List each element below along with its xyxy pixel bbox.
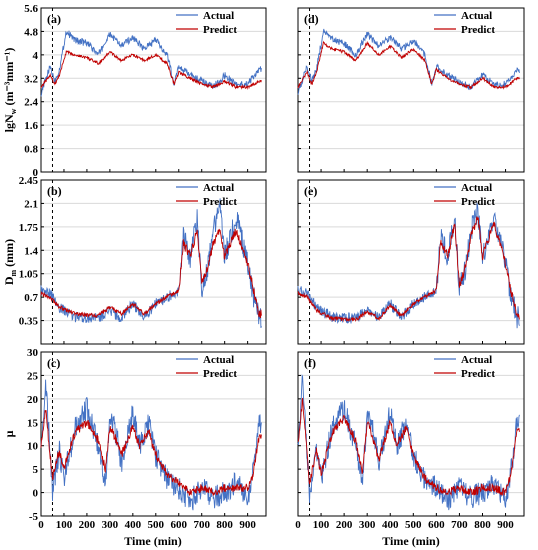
y-tick-label: 2.4 xyxy=(24,97,38,109)
y-tick-label: 0.7 xyxy=(24,292,38,304)
x-tick-label: 400 xyxy=(125,519,142,531)
plot-frame xyxy=(40,351,267,517)
y-tick-label: 3.2 xyxy=(24,73,38,85)
plot-frame xyxy=(297,7,525,173)
legend-label-actual: Actual xyxy=(203,10,234,22)
x-tick-label: 400 xyxy=(382,519,399,531)
plot-frame xyxy=(297,351,525,517)
series-actual-line xyxy=(40,198,262,329)
x-tick-label: 300 xyxy=(359,519,376,531)
panel-d: (d) Actual Predict xyxy=(297,7,525,173)
x-tick-label: 200 xyxy=(336,519,353,531)
panel-label: (c) xyxy=(47,356,60,370)
panel-b: 0.35 0.7 1.05 1.4 1.75 2.1 2.45 (b) Actual Predic… xyxy=(2,175,267,345)
y-tick-label: 0 xyxy=(33,167,39,179)
x-tick-label: 100 xyxy=(56,519,73,531)
panel-label: (b) xyxy=(47,184,62,198)
plot-frame xyxy=(40,7,267,173)
x-tick-label: 0 xyxy=(295,519,301,531)
series-predict-line xyxy=(40,49,262,90)
series-predict-line xyxy=(40,228,262,319)
panel-label: (a) xyxy=(47,12,61,26)
series-predict-line xyxy=(297,216,520,323)
x-tick-label: 600 xyxy=(428,519,445,531)
panels: 0 0.8 1.6 2.4 3.2 4 4.8 5.6 (a) Actual Predict lgNw… xyxy=(2,3,525,531)
panel-e: (e) Actual Predict xyxy=(297,179,525,345)
legend-label-predict: Predict xyxy=(203,24,237,36)
legend-label-actual: Actual xyxy=(203,354,234,366)
series-predict-line xyxy=(297,397,520,497)
x-tick-label: 500 xyxy=(148,519,165,531)
x-tick-label: 0 xyxy=(38,519,44,531)
y-tick-label: 1.75 xyxy=(19,222,39,234)
x-tick-label: 800 xyxy=(474,519,491,531)
x-tick-label: 700 xyxy=(451,519,468,531)
plot-frame xyxy=(40,179,267,345)
legend-label-actual: Actual xyxy=(461,10,492,22)
series-actual-line xyxy=(40,30,262,97)
y-tick-label: 4.8 xyxy=(24,26,38,38)
series-actual-line xyxy=(297,28,520,95)
x-tick-label: 900 xyxy=(497,519,514,531)
y-tick-label: 0.8 xyxy=(24,144,38,156)
y-tick-label: 25 xyxy=(27,370,39,382)
y-tick-label: 1.4 xyxy=(24,245,38,257)
x-axis-label-right: Time (min) xyxy=(382,534,439,548)
legend-label-actual: Actual xyxy=(461,354,492,366)
panel-label: (e) xyxy=(304,184,317,198)
panel-label: (f) xyxy=(304,356,316,370)
series-predict-line xyxy=(40,410,262,497)
legend-label-predict: Predict xyxy=(203,196,237,208)
series-predict-line xyxy=(297,40,520,90)
y-tick-label: 0.35 xyxy=(19,316,39,328)
legend-label-actual: Actual xyxy=(461,182,492,194)
x-tick-label: 200 xyxy=(79,519,96,531)
y-tick-label: 2.45 xyxy=(19,175,39,187)
y-tick-label: 4 xyxy=(33,50,39,62)
x-tick-label: 600 xyxy=(171,519,188,531)
legend-label-predict: Predict xyxy=(461,196,495,208)
plot-frame xyxy=(297,179,525,345)
legend-label-predict: Predict xyxy=(461,368,495,380)
x-tick-label: 700 xyxy=(193,519,210,531)
y-tick-label: 5 xyxy=(33,464,39,476)
legend-label-predict: Predict xyxy=(203,368,237,380)
y-tick-label: 15 xyxy=(27,417,39,429)
x-tick-label: 800 xyxy=(216,519,233,531)
y-tick-label: 2.1 xyxy=(24,198,38,210)
legend-label-actual: Actual xyxy=(203,182,234,194)
x-tick-label: 300 xyxy=(102,519,119,531)
x-tick-label: 100 xyxy=(313,519,330,531)
y-tick-label: 5.6 xyxy=(24,3,38,15)
y-tick-label: 1.05 xyxy=(19,269,39,281)
y-axis-label: lgNw (m⁻³mm⁻¹) xyxy=(2,48,18,133)
x-axis-label-left: Time (min) xyxy=(124,534,181,548)
y-axis-label: Dm (mm) xyxy=(2,239,18,285)
y-tick-label: -5 xyxy=(29,511,39,523)
panel-a: 0 0.8 1.6 2.4 3.2 4 4.8 5.6 (a) Actual Predict lgNw… xyxy=(2,3,267,179)
y-tick-label: 20 xyxy=(27,394,39,406)
panel-f: 0 100 200 300 400 500 600 700 800 900 (f) Actual Pre… xyxy=(295,351,525,531)
y-tick-label: 30 xyxy=(27,347,39,359)
legend-label-predict: Predict xyxy=(461,24,495,36)
y-tick-label: 10 xyxy=(27,441,39,453)
panel-label: (d) xyxy=(304,12,319,26)
y-axis-label: μ xyxy=(2,430,16,437)
y-tick-label: 0 xyxy=(33,488,39,500)
x-tick-label: 500 xyxy=(405,519,422,531)
x-tick-label: 900 xyxy=(239,519,256,531)
y-tick-label: 1.6 xyxy=(24,120,38,132)
series-actual-line xyxy=(297,202,520,329)
